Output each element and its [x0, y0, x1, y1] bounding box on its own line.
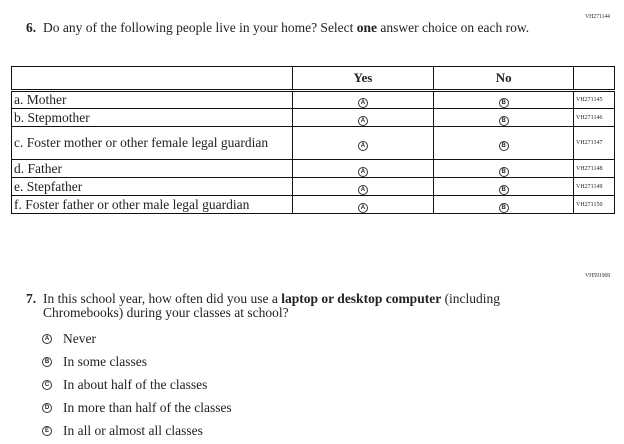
- question-6-text: 6. Do any of the following people live i…: [26, 21, 563, 35]
- option-label: In more than half of the classes: [63, 400, 232, 415]
- row-code: VH271146: [573, 108, 615, 127]
- answer-option[interactable]: C In about half of the classes: [42, 377, 207, 393]
- option-bubble[interactable]: B: [42, 357, 52, 367]
- no-bubble[interactable]: B: [498, 115, 509, 126]
- option-label: In about half of the classes: [63, 377, 208, 392]
- question-code: VH591969: [585, 273, 611, 279]
- option-bubble[interactable]: C: [42, 380, 52, 390]
- question-text: Do any of the following people live in y…: [43, 20, 357, 35]
- question-number: 7.: [26, 291, 37, 306]
- question-number: 6.: [26, 20, 37, 35]
- row-code: VH271150: [573, 195, 615, 214]
- option-bubble[interactable]: A: [42, 334, 52, 344]
- row-code: VH271148: [573, 159, 615, 178]
- answer-option[interactable]: B In some classes: [42, 354, 147, 370]
- table-row: c. Foster mother or other female legal g…: [11, 126, 615, 160]
- table-row: d. Father A B VH271148: [11, 159, 615, 178]
- row-label: e. Stepfather: [11, 177, 293, 196]
- yes-bubble[interactable]: A: [357, 115, 368, 126]
- question-text: In this school year, how often did you u…: [43, 291, 282, 306]
- question-emphasis: laptop or desktop computer: [281, 291, 442, 306]
- row-label: f. Foster father or other male legal gua…: [11, 195, 293, 214]
- row-code: VH271145: [573, 90, 615, 109]
- yes-bubble[interactable]: A: [357, 98, 368, 108]
- header-no: No: [433, 66, 574, 92]
- no-bubble[interactable]: B: [498, 166, 509, 177]
- answer-option[interactable]: E In all or almost all classes: [42, 423, 203, 439]
- option-bubble[interactable]: E: [42, 426, 52, 436]
- row-label: b. Stepmother: [11, 108, 293, 127]
- table-row: e. Stepfather A B VH271149: [11, 177, 615, 196]
- table-row: f. Foster father or other male legal gua…: [11, 195, 615, 214]
- header-yes: Yes: [291, 66, 435, 92]
- header-code: [573, 66, 615, 92]
- yes-bubble[interactable]: A: [357, 141, 368, 151]
- row-code: VH271147: [573, 126, 615, 160]
- question-emphasis: one: [356, 20, 378, 35]
- answer-grid: Yes No a. Mother A B VH271145 b. Stepmoth…: [11, 66, 615, 214]
- answer-option[interactable]: D In more than half of the classes: [42, 400, 232, 416]
- option-label: In some classes: [63, 354, 147, 369]
- row-code: VH271149: [573, 177, 615, 196]
- no-bubble[interactable]: B: [498, 202, 509, 213]
- yes-bubble[interactable]: A: [357, 184, 368, 195]
- table-row: a. Mother A B VH271145: [11, 90, 615, 109]
- option-bubble[interactable]: D: [42, 403, 52, 413]
- yes-bubble[interactable]: A: [357, 202, 368, 213]
- question-text: (including Chromebooks) during your clas…: [43, 291, 501, 320]
- row-label: a. Mother: [11, 90, 293, 109]
- table-row: b. Stepmother A B VH271146: [11, 108, 615, 127]
- question-7-text: 7. In this school year, how often did yo…: [26, 292, 563, 320]
- option-label: Never: [63, 331, 96, 346]
- question-text: answer choice on each row.: [377, 20, 530, 35]
- question-code: VH271144: [585, 14, 610, 20]
- row-label: c. Foster mother or other female legal g…: [11, 126, 293, 160]
- no-bubble[interactable]: B: [498, 98, 509, 108]
- option-label: In all or almost all classes: [63, 423, 203, 438]
- no-bubble[interactable]: B: [498, 184, 509, 195]
- no-bubble[interactable]: B: [498, 141, 509, 151]
- yes-bubble[interactable]: A: [357, 166, 368, 177]
- row-label: d. Father: [11, 159, 293, 178]
- answer-option[interactable]: A Never: [42, 331, 96, 347]
- header-blank: [11, 66, 293, 92]
